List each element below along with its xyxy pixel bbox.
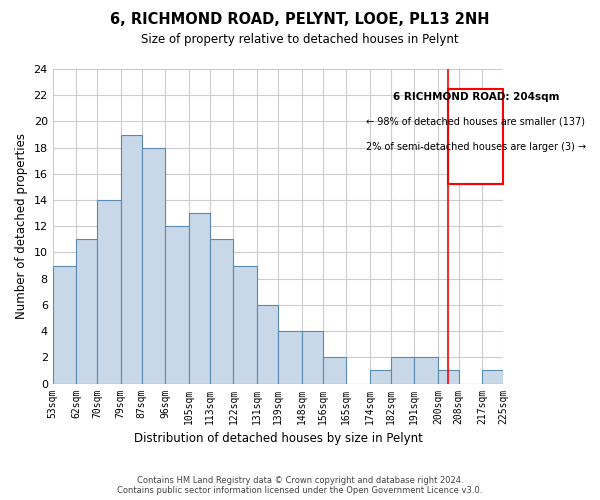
Bar bbox=[233, 266, 257, 384]
Y-axis label: Number of detached properties: Number of detached properties bbox=[15, 134, 28, 320]
Bar bbox=[370, 370, 391, 384]
Bar bbox=[166, 226, 189, 384]
Text: ← 98% of detached houses are smaller (137): ← 98% of detached houses are smaller (13… bbox=[367, 117, 586, 127]
Bar bbox=[391, 358, 414, 384]
Bar bbox=[278, 331, 302, 384]
Bar bbox=[97, 200, 121, 384]
Bar bbox=[482, 370, 503, 384]
Text: 6, RICHMOND ROAD, PELYNT, LOOE, PL13 2NH: 6, RICHMOND ROAD, PELYNT, LOOE, PL13 2NH bbox=[110, 12, 490, 28]
Bar bbox=[53, 266, 76, 384]
Bar bbox=[302, 331, 323, 384]
FancyBboxPatch shape bbox=[448, 88, 503, 184]
Bar bbox=[438, 370, 459, 384]
Text: Contains HM Land Registry data © Crown copyright and database right 2024.
Contai: Contains HM Land Registry data © Crown c… bbox=[118, 476, 482, 495]
Text: 6 RICHMOND ROAD: 204sqm: 6 RICHMOND ROAD: 204sqm bbox=[392, 92, 559, 102]
Bar bbox=[210, 240, 233, 384]
Bar bbox=[76, 240, 97, 384]
Bar bbox=[323, 358, 346, 384]
Bar bbox=[121, 134, 142, 384]
Text: 2% of semi-detached houses are larger (3) →: 2% of semi-detached houses are larger (3… bbox=[366, 142, 586, 152]
Bar bbox=[414, 358, 438, 384]
Bar bbox=[142, 148, 166, 384]
Bar bbox=[257, 305, 278, 384]
X-axis label: Distribution of detached houses by size in Pelynt: Distribution of detached houses by size … bbox=[134, 432, 422, 445]
Text: Size of property relative to detached houses in Pelynt: Size of property relative to detached ho… bbox=[141, 32, 459, 46]
Bar bbox=[189, 213, 210, 384]
